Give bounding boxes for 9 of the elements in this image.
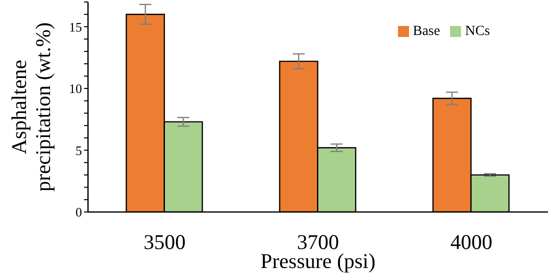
x-tick-label: 3500 <box>144 230 186 254</box>
y-tick-label: 10 <box>69 81 82 96</box>
y-tick-label: 5 <box>76 142 82 158</box>
x-tick-label: 4000 <box>450 230 492 254</box>
y-tick-label: 15 <box>69 19 82 34</box>
legend-label: Base <box>412 24 440 39</box>
legend-label: NCs <box>465 24 490 39</box>
y-axis-title: Asphaltene precipitation (wt.%) <box>7 22 55 192</box>
y-tick-label: 0 <box>76 204 82 220</box>
